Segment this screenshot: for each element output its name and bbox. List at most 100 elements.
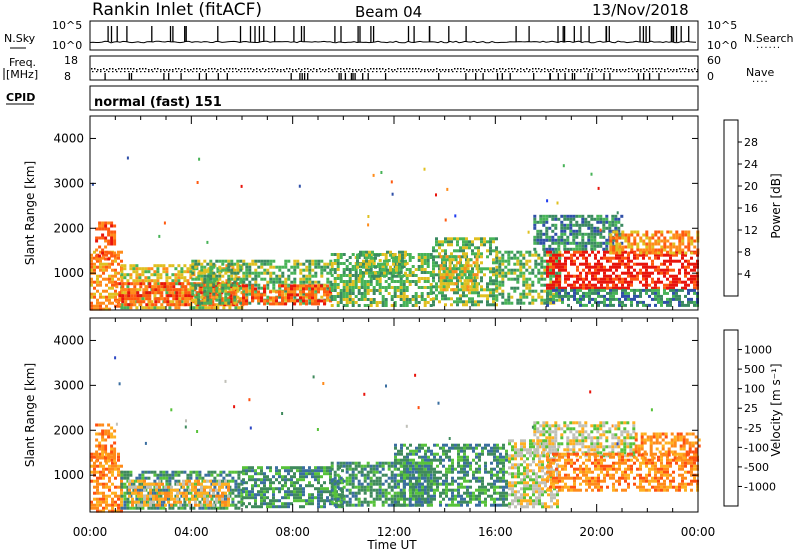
velocity-cell [107,432,111,436]
power-cell [114,259,117,263]
power-cell [555,253,558,257]
velocity-cell [251,478,254,482]
velocity-cell [104,459,108,463]
power-cell [672,268,675,272]
velocity-cell [284,466,287,470]
power-cell [401,265,404,269]
power-cell [429,298,433,301]
velocity-cell [189,473,193,477]
power-cell [504,274,508,278]
power-cell [605,241,609,245]
power-cell [636,300,639,304]
power-cell [118,294,122,298]
velocity-cell [158,497,161,501]
velocity-cell [216,506,220,510]
power-cell [627,297,630,301]
power-cell [563,241,567,245]
power-cell [612,297,615,301]
power-cell [618,262,621,266]
power-cell [117,271,120,275]
power-cell [486,288,489,292]
velocity-cell [287,493,290,497]
power-cell [445,267,449,271]
power-cell [272,283,276,287]
nave-dot [600,71,602,73]
power-cell [660,300,663,304]
power-cell [657,239,661,243]
power-cell [248,265,252,269]
power-cell [183,279,187,283]
power-cell [558,253,561,257]
velocity-cell [194,500,197,504]
power-cell [633,291,636,295]
power-cell [336,292,340,295]
velocity-cell [158,503,161,507]
power-cell [263,302,266,306]
velocity-cell [200,485,203,489]
power-cell [627,239,631,243]
power-cell [108,286,111,290]
power-cell [545,247,549,251]
velocity-cell [269,502,272,506]
power-cell [326,296,329,300]
power-cell [141,297,145,301]
power-cell [209,286,213,290]
power-cell [639,291,642,295]
power-cell [377,271,380,275]
freq-dot [199,68,201,70]
power-cell [516,286,520,290]
power-cell [669,262,672,266]
velocity-cell [219,506,223,510]
power-cell [227,277,231,281]
power-cell [171,291,175,295]
power-cell [330,298,334,301]
power-cell [681,236,685,240]
power-cell [372,298,376,301]
power-cell [600,280,603,284]
freq-dot [277,69,279,71]
power-cell [141,270,145,274]
power-cell [597,250,600,254]
freq-dot [229,68,231,70]
velocity-cell [183,500,187,504]
power-cell [99,262,102,266]
power-cell [439,279,443,283]
power-cell [186,288,190,292]
velocity-cell [231,488,235,492]
freq-dot [127,68,129,70]
power-cell [290,290,293,294]
power-cell [160,303,164,307]
velocity-cell [269,499,272,503]
power-cell [102,265,105,269]
power-cell [469,276,473,280]
velocity-cell [140,503,143,507]
power-cell [402,274,406,277]
power-cell [678,277,681,281]
power-cell [549,262,553,266]
power-cell [536,238,540,242]
velocity-cell [240,479,244,483]
power-cell [248,292,252,296]
nave-dot [284,71,286,73]
power-cell [480,288,483,292]
velocity-cell [183,503,187,507]
freq-dot [517,69,519,71]
power-cell [420,259,424,262]
power-cell [570,262,573,266]
power-cell [441,258,444,262]
sky-search-trace [89,26,697,44]
power-cell [540,274,544,278]
power-cell [639,236,643,240]
nave-dot [104,71,106,73]
power-cell [229,291,233,295]
freq-dot [487,69,489,71]
power-cell [105,253,108,257]
power-cell [459,264,462,268]
power-cell [287,283,291,287]
velocity-cell [150,506,154,510]
power-cell [108,298,111,302]
power-cell [199,288,203,292]
freq-strip-frame [89,55,699,81]
power-cell [597,262,600,266]
power-cell [127,303,131,307]
